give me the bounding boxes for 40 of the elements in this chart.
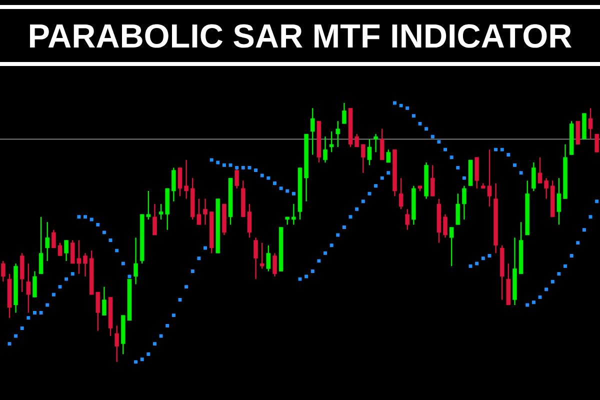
candlestick xyxy=(102,286,106,316)
candlestick xyxy=(272,252,277,278)
candlestick xyxy=(336,120,340,148)
candlestick xyxy=(26,262,31,314)
candlestick xyxy=(134,237,138,285)
candlestick xyxy=(45,221,50,262)
candlestick xyxy=(532,162,536,192)
candlestick xyxy=(38,216,44,274)
candlestick xyxy=(456,193,460,226)
candlestick xyxy=(152,203,157,236)
candlestick xyxy=(449,226,454,267)
candlestick xyxy=(594,133,599,153)
candlestick xyxy=(361,144,366,174)
candlestick xyxy=(32,270,37,298)
candlestick xyxy=(292,203,296,226)
candlestick xyxy=(386,148,391,164)
candlestick xyxy=(380,128,384,161)
candlestick xyxy=(266,244,271,272)
candlestick xyxy=(474,156,479,190)
candlestick xyxy=(367,138,372,166)
candlestick xyxy=(398,177,404,210)
candlestick xyxy=(576,120,580,145)
candlestick xyxy=(342,102,346,124)
candlestick xyxy=(260,242,264,270)
candlestick xyxy=(329,130,334,153)
candlestick xyxy=(1,260,6,282)
candlestick xyxy=(430,164,435,197)
candlestick xyxy=(20,252,24,293)
chart-title: PARABOLIC SAR MTF INDICATOR xyxy=(30,24,572,48)
candlestick xyxy=(323,136,328,164)
candlestick xyxy=(588,108,593,140)
candlestick xyxy=(172,167,176,202)
candlestick xyxy=(234,167,239,190)
candlestick xyxy=(462,185,466,220)
candlestick xyxy=(114,325,119,363)
candlestick xyxy=(64,240,68,262)
candlestick xyxy=(254,237,258,280)
candlestick xyxy=(374,133,378,153)
candlestick xyxy=(405,208,410,230)
candlestick xyxy=(310,108,315,156)
